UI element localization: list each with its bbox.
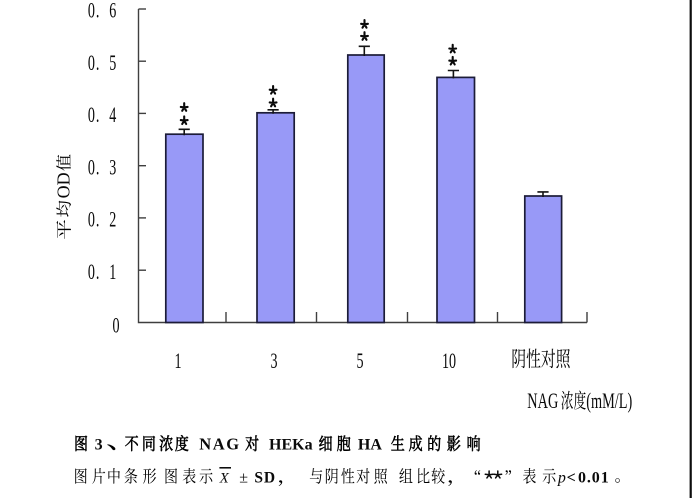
svg-text:<: < xyxy=(567,469,576,486)
svg-text:0. 6: 0. 6 xyxy=(88,0,117,22)
svg-text:±: ± xyxy=(239,469,248,486)
svg-text:OD: OD xyxy=(54,172,74,198)
svg-text:1: 1 xyxy=(174,349,181,373)
svg-text:HA: HA xyxy=(358,436,382,453)
svg-text:0. 2: 0. 2 xyxy=(88,207,117,231)
svg-text:0. 4: 0. 4 xyxy=(88,103,117,127)
svg-text:NAG: NAG xyxy=(199,434,240,453)
svg-text:p: p xyxy=(557,469,566,486)
svg-text:0. 3: 0. 3 xyxy=(88,155,117,179)
svg-text:(mM/L): (mM/L) xyxy=(586,389,632,414)
svg-text:HEKa: HEKa xyxy=(269,436,313,453)
svg-text:SD: SD xyxy=(254,469,275,486)
svg-text:5: 5 xyxy=(356,349,363,373)
svg-text:0. 1: 0. 1 xyxy=(88,260,117,284)
svg-text:X: X xyxy=(219,470,230,486)
svg-text:10: 10 xyxy=(442,349,456,373)
svg-text:3: 3 xyxy=(95,436,103,453)
svg-text:NAG: NAG xyxy=(527,389,558,414)
svg-text:0. 5: 0. 5 xyxy=(88,51,117,75)
svg-text:3: 3 xyxy=(270,349,277,373)
svg-text:0: 0 xyxy=(112,313,119,337)
svg-text:0.01: 0.01 xyxy=(578,469,610,486)
